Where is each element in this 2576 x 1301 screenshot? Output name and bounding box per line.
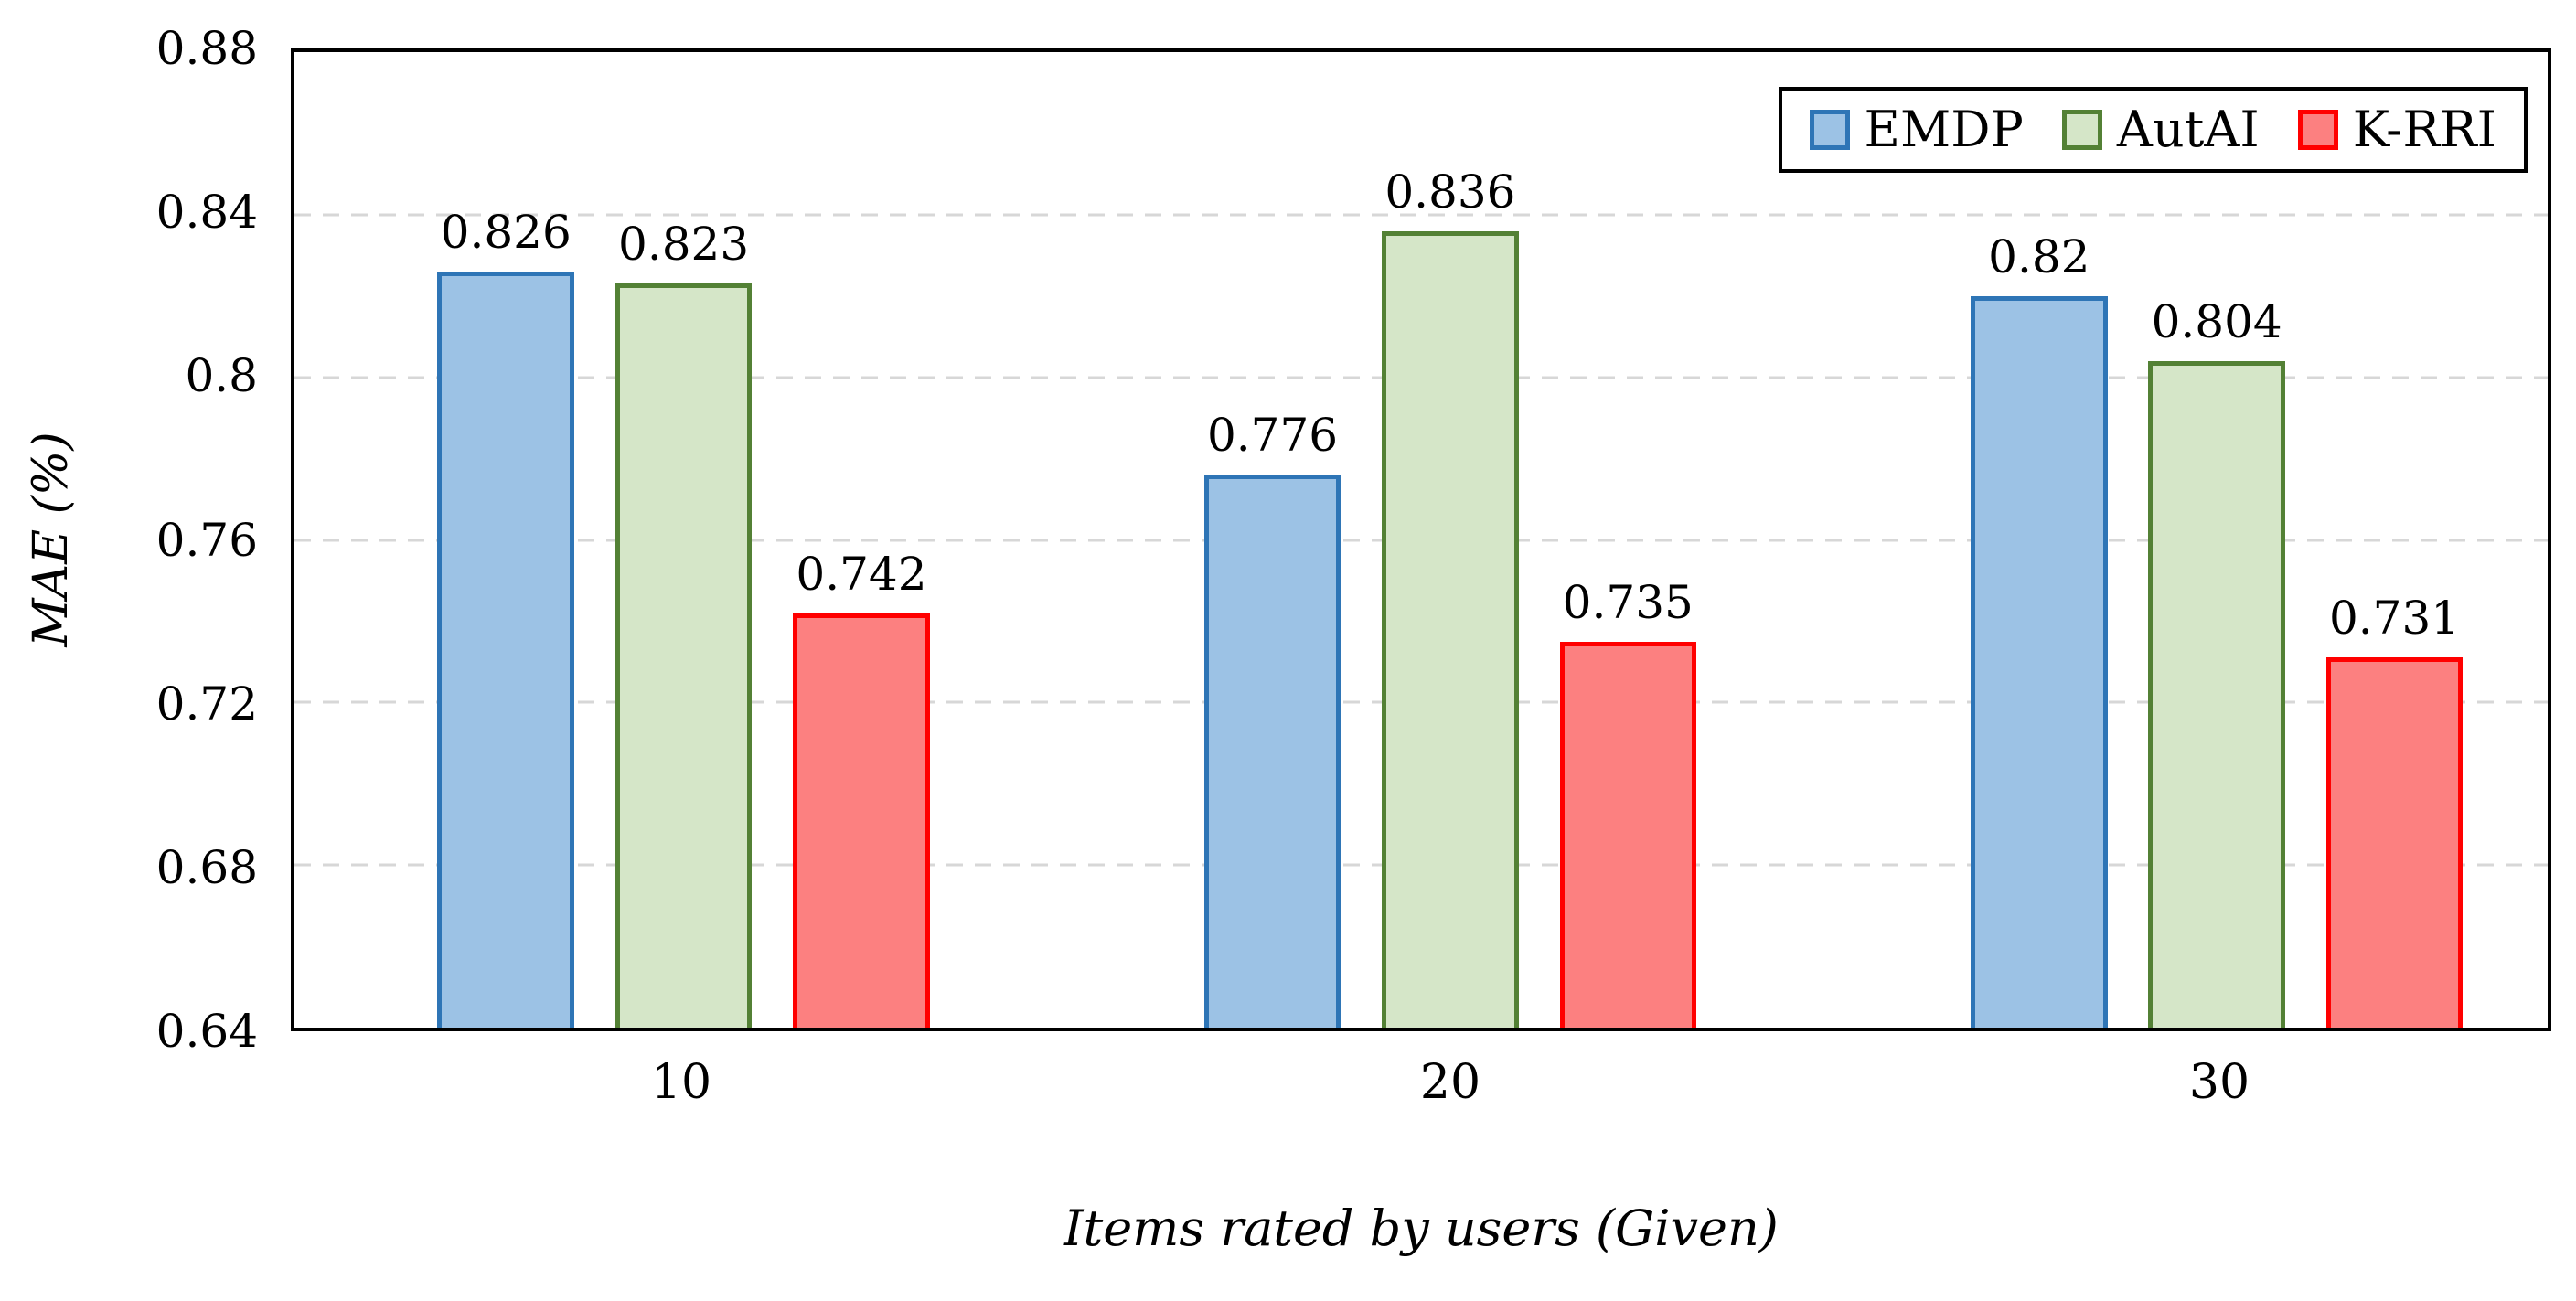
y-axis-tick-labels: 0.64 0.68 0.72 0.76 0.8 0.84 0.88 [0,26,273,1054]
y-tick-label-0.76: 0.76 [155,513,258,567]
legend-label-krri: K-RRI [2352,101,2496,158]
y-tick-label-0.68: 0.68 [155,840,258,894]
legend-label-autai: AutAI [2116,101,2260,158]
bar-value-emdp-10: 0.826 [440,206,572,260]
bar-value-autai-20: 0.836 [1384,165,1516,219]
bar-autai-30 [2148,360,2285,1028]
plot-area: EMDP AutAI K-RRI 0.826 0.823 0.742 0.776 0.8… [291,48,2551,1031]
x-tick-label-30: 30 [2188,1055,2250,1110]
legend-item-autai: AutAI [2061,101,2260,158]
bar-k-rri-30 [2325,657,2464,1028]
x-tick-label-10: 10 [650,1055,712,1110]
bar-autai-20 [1382,230,1519,1028]
legend-swatch-krri [2297,110,2338,150]
bar-value-autai-10: 0.823 [618,218,750,272]
bar-emdp-20 [1203,475,1341,1028]
bar-k-rri-10 [793,613,930,1028]
bar-value-k-rri-20: 0.735 [1562,575,1694,629]
legend-swatch-emdp [1809,110,1850,150]
bar-emdp-30 [1971,295,2108,1028]
y-tick-label-0.88: 0.88 [155,22,258,75]
y-tick-label-0.72: 0.72 [155,677,258,730]
bar-value-k-rri-30: 0.731 [2328,592,2461,645]
y-tick-label-0.84: 0.84 [155,186,258,240]
x-axis-tick-labels: 10 20 30 [291,1059,2551,1132]
legend: EMDP AutAI K-RRI [1778,87,2528,173]
gridline-0.84 [294,213,2548,217]
legend-swatch-autai [2061,110,2102,150]
bar-k-rri-20 [1559,641,1696,1028]
legend-item-krri: K-RRI [2297,101,2496,158]
bar-value-emdp-20: 0.776 [1206,409,1339,463]
y-tick-label-0.64: 0.64 [155,1005,258,1058]
x-tick-label-20: 20 [1419,1055,1481,1110]
legend-item-emdp: EMDP [1809,101,2024,158]
bar-value-emdp-30: 0.82 [1988,229,2090,283]
x-axis-title: Items rated by users (Given) [1064,1200,1779,1257]
bar-emdp-10 [437,272,574,1028]
bar-value-k-rri-10: 0.742 [796,547,927,601]
legend-label-emdp: EMDP [1864,101,2024,158]
bar-autai-10 [615,283,753,1028]
bar-value-autai-30: 0.804 [2151,294,2282,348]
y-tick-label-0.8: 0.8 [185,349,258,403]
